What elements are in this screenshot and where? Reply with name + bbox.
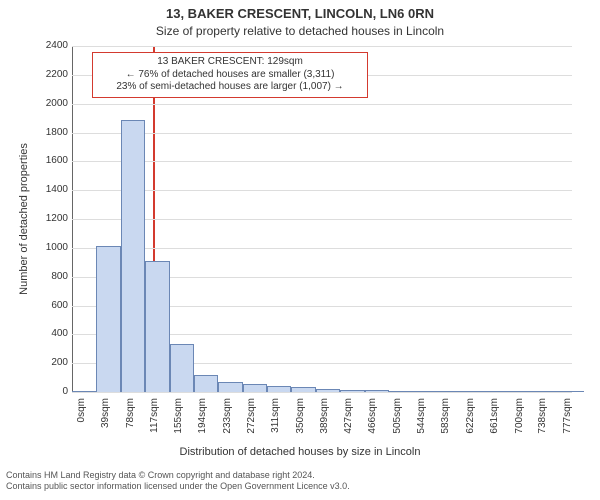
y-tick-label: 2200	[28, 69, 68, 80]
x-tick-label: 544sqm	[416, 398, 427, 444]
plot-area	[72, 46, 572, 392]
x-tick-label: 117sqm	[149, 398, 160, 444]
annotation-line-3: 23% of semi-detached houses are larger (…	[96, 81, 364, 94]
y-tick-label: 1800	[28, 127, 68, 138]
page-title-address: 13, BAKER CRESCENT, LINCOLN, LN6 0RN	[0, 6, 600, 21]
histogram-bar	[243, 384, 267, 392]
histogram-bar	[267, 386, 291, 392]
x-tick-label: 583sqm	[440, 398, 451, 444]
histogram-bar	[340, 390, 364, 392]
y-tick-label: 400	[28, 328, 68, 339]
y-tick-label: 2400	[28, 40, 68, 51]
x-tick-label: 78sqm	[125, 398, 136, 444]
y-tick-label: 600	[28, 300, 68, 311]
histogram-bar	[96, 246, 120, 392]
histogram-bar	[413, 391, 437, 392]
x-tick-label: 622sqm	[465, 398, 476, 444]
footer-line-2: Contains public sector information licen…	[6, 481, 594, 492]
x-tick-label: 466sqm	[367, 398, 378, 444]
y-tick-label: 0	[28, 386, 68, 397]
gridline-h	[72, 190, 572, 191]
y-tick-label: 800	[28, 271, 68, 282]
gridline-h	[72, 104, 572, 105]
gridline-h	[72, 133, 572, 134]
x-tick-label: 505sqm	[392, 398, 403, 444]
x-tick-label: 311sqm	[270, 398, 281, 444]
histogram-bar	[535, 391, 559, 392]
histogram-bar	[121, 120, 145, 392]
annotation-box: 13 BAKER CRESCENT: 129sqm ← 76% of detac…	[92, 52, 368, 98]
x-tick-label: 777sqm	[562, 398, 573, 444]
page-subtitle: Size of property relative to detached ho…	[0, 24, 600, 38]
histogram-bar	[462, 391, 486, 392]
histogram-bar	[438, 391, 462, 392]
histogram-bar	[316, 389, 340, 392]
gridline-h	[72, 46, 572, 47]
histogram-bar	[389, 391, 413, 392]
x-tick-label: 233sqm	[222, 398, 233, 444]
figure-root: 13, BAKER CRESCENT, LINCOLN, LN6 0RN Siz…	[0, 0, 600, 500]
gridline-h	[72, 392, 572, 393]
histogram-bar	[218, 382, 242, 392]
annotation-line-1: 13 BAKER CRESCENT: 129sqm	[96, 56, 364, 69]
x-axis-label: Distribution of detached houses by size …	[0, 446, 600, 458]
x-tick-label: 389sqm	[319, 398, 330, 444]
y-tick-label: 200	[28, 357, 68, 368]
footer-line-1: Contains HM Land Registry data © Crown c…	[6, 470, 594, 481]
x-tick-label: 661sqm	[489, 398, 500, 444]
y-tick-label: 1600	[28, 155, 68, 166]
histogram-bar	[170, 344, 194, 392]
histogram-bar	[511, 391, 535, 392]
gridline-h	[72, 161, 572, 162]
histogram-bar	[72, 391, 96, 392]
gridline-h	[72, 248, 572, 249]
histogram-bar	[486, 391, 510, 392]
x-tick-label: 155sqm	[173, 398, 184, 444]
x-tick-label: 427sqm	[343, 398, 354, 444]
y-tick-label: 1200	[28, 213, 68, 224]
annotation-line-2: ← 76% of detached houses are smaller (3,…	[96, 69, 364, 82]
y-tick-label: 2000	[28, 98, 68, 109]
histogram-bar	[560, 391, 584, 392]
footer-attribution: Contains HM Land Registry data © Crown c…	[0, 470, 600, 493]
x-tick-label: 194sqm	[197, 398, 208, 444]
x-tick-label: 350sqm	[295, 398, 306, 444]
histogram-bar	[291, 387, 315, 392]
histogram-bar	[365, 390, 389, 392]
histogram-bar	[145, 261, 169, 392]
gridline-h	[72, 219, 572, 220]
y-tick-label: 1400	[28, 184, 68, 195]
x-tick-label: 738sqm	[537, 398, 548, 444]
y-tick-label: 1000	[28, 242, 68, 253]
x-tick-label: 39sqm	[100, 398, 111, 444]
x-tick-label: 272sqm	[246, 398, 257, 444]
histogram-bar	[194, 375, 218, 392]
x-tick-label: 0sqm	[76, 398, 87, 444]
x-tick-label: 700sqm	[514, 398, 525, 444]
